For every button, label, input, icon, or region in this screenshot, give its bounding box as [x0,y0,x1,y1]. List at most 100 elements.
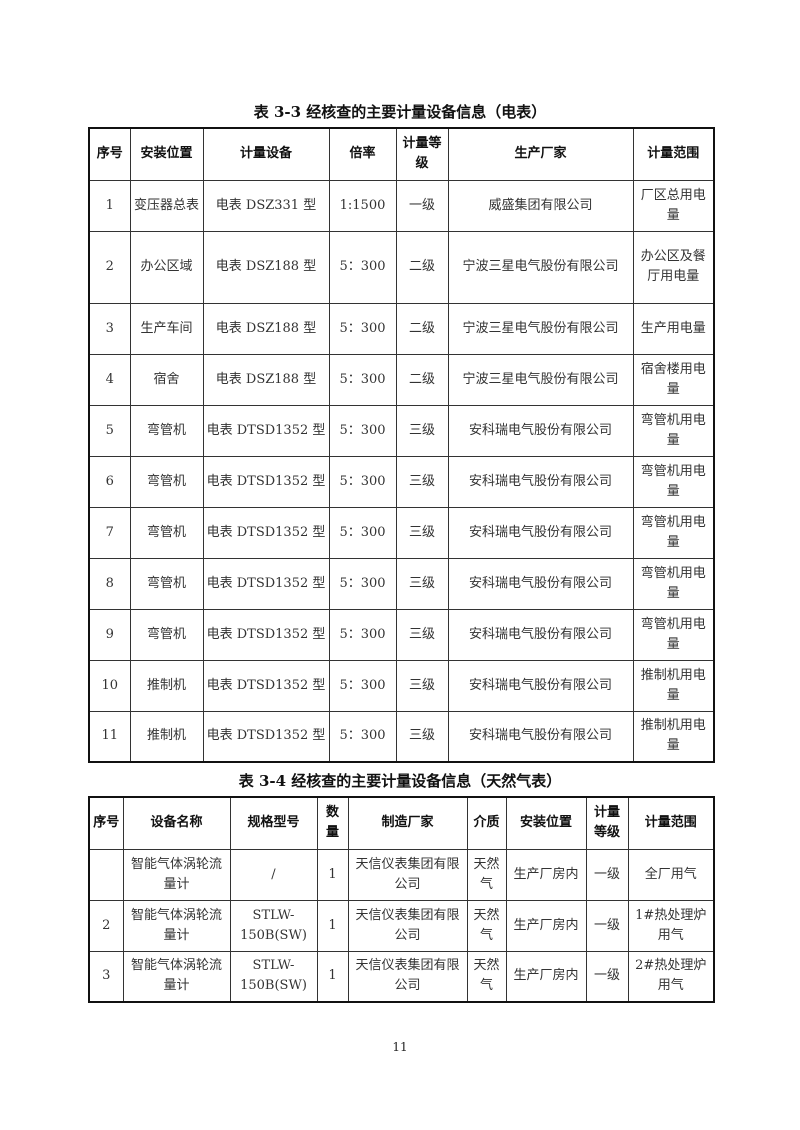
table-cell: 宁波三星电气股份有限公司 [447,353,634,406]
table-cell: 电表 DTSD1352 型 [202,557,330,610]
table-cell: 9 [88,608,131,661]
table-cell: 推制机 [129,659,204,712]
table-cell: 安科瑞电气股份有限公司 [447,557,634,610]
table-cell: 5：300 [328,608,397,661]
table-cell: 8 [88,557,131,610]
column-header: 计量范围 [627,796,715,850]
table-cell: 宿舍 [129,353,204,406]
table-cell: 电表 DSZ188 型 [202,353,330,406]
table-row: 4 宿舍 电表 DSZ188 型 5：300 二级 宁波三星电气股份有限公司 宿舍楼用电量 [88,353,715,406]
table-cell: 三级 [395,659,449,712]
table-cell: 生产车间 [129,302,204,355]
table-cell: 一级 [395,179,449,232]
table-cell: 一级 [585,950,629,1003]
table-cell: 安科瑞电气股份有限公司 [447,455,634,508]
table-cell: 1 [316,899,349,952]
table-cell: 安科瑞电气股份有限公司 [447,404,634,457]
table-cell: 智能气体涡轮流量计 [122,950,231,1003]
table-row: 11 推制机 电表 DTSD1352 型 5：300 三级 安科瑞电气股份有限公司 推制机用… [88,710,715,763]
table-cell: 推制机用电量 [632,659,715,712]
table-cell [88,848,124,901]
table-cell: 变压器总表 [129,179,204,232]
table-cell: 天然气 [466,848,507,901]
table-cell: 办公区域 [129,230,204,304]
table-cell: 天信仪表集团有限公司 [347,899,468,952]
table-cell: 5：300 [328,710,397,763]
table-cell: 安科瑞电气股份有限公司 [447,710,634,763]
table-cell: 2 [88,230,131,304]
table-cell: 5：300 [328,302,397,355]
table-header-row: 序号 安装位置 计量设备 倍率 计量等级 生产厂家 计量范围 [88,127,715,181]
table-cell: 3 [88,302,131,355]
table-row: 2 办公区域 电表 DSZ188 型 5：300 二级 宁波三星电气股份有限公司 办公区及餐… [88,230,715,304]
column-header: 计量范围 [632,127,715,181]
column-header: 安装位置 [129,127,204,181]
table-cell: 电表 DTSD1352 型 [202,710,330,763]
table-cell: 推制机 [129,710,204,763]
column-header: 计量等级 [585,796,629,850]
page-number: 11 [392,1040,408,1054]
table-cell: STLW-150B(SW) [229,899,318,952]
table-cell: 1 [316,848,349,901]
table-cell: 三级 [395,404,449,457]
table-3-4-caption: 表 3-4 经核查的主要计量设备信息（天然气表） [238,772,562,790]
table-cell: 弯管机用电量 [632,506,715,559]
table-cell: 三级 [395,710,449,763]
table-cell: 安科瑞电气股份有限公司 [447,506,634,559]
column-header: 安装位置 [505,796,587,850]
table-cell: 宁波三星电气股份有限公司 [447,230,634,304]
table-cell: 二级 [395,230,449,304]
table-cell: 弯管机 [129,557,204,610]
table-cell: 生产用电量 [632,302,715,355]
column-header: 制造厂家 [347,796,468,850]
table-cell: 弯管机 [129,455,204,508]
table-cell: 推制机用电量 [632,710,715,763]
table-row: 5 弯管机 电表 DTSD1352 型 5：300 三级 安科瑞电气股份有限公司 弯管机用电… [88,404,715,457]
column-header: 数量 [316,796,349,850]
table-cell: 弯管机用电量 [632,455,715,508]
column-header: 序号 [88,796,124,850]
table-cell: 弯管机 [129,404,204,457]
table-cell: 智能气体涡轮流量计 [122,848,231,901]
table-cell: 7 [88,506,131,559]
table-cell: 5 [88,404,131,457]
table-cell: 全厂用气 [627,848,715,901]
table-cell: 三级 [395,506,449,559]
table-row: 智能气体涡轮流量计/1 天信仪表集团有限公司 天然气 生产厂房内 一级 全厂用气 [88,848,715,901]
table-cell: 安科瑞电气股份有限公司 [447,608,634,661]
column-header: 规格型号 [229,796,318,850]
table-cell: 电表 DTSD1352 型 [202,455,330,508]
column-header: 介质 [466,796,507,850]
table-cell: 1:1500 [328,179,397,232]
table-cell: 2 [88,899,124,952]
table-cell: 天然气 [466,899,507,952]
table-cell: 5：300 [328,455,397,508]
table-cell: 弯管机 [129,506,204,559]
table-cell: 宿舍楼用电量 [632,353,715,406]
table-cell: 5：300 [328,353,397,406]
table-cell: 弯管机用电量 [632,608,715,661]
table-cell: 威盛集团有限公司 [447,179,634,232]
table-cell: 电表 DTSD1352 型 [202,404,330,457]
table-cell: 天信仪表集团有限公司 [347,848,468,901]
table-cell: 弯管机用电量 [632,404,715,457]
table-cell: 电表 DSZ331 型 [202,179,330,232]
table-cell: 电表 DSZ188 型 [202,302,330,355]
table-cell: 电表 DTSD1352 型 [202,608,330,661]
column-header: 计量等级 [395,127,449,181]
table-cell: 二级 [395,302,449,355]
table-cell: 电表 DSZ188 型 [202,230,330,304]
table-cell: 5：300 [328,404,397,457]
gas-meter-table: 序号 设备名称 规格型号 数量 制造厂家 介质 安装位置 计量等级 计量范围 智能气体涡轮流量计… [88,796,715,1003]
table-row: 3 智能气体涡轮流量计 STLW-150B(SW) 1 天信仪表集团有限公司 天然气 生产厂… [88,950,715,1003]
table-cell: 1 [316,950,349,1003]
table-header-row: 序号 设备名称 规格型号 数量 制造厂家 介质 安装位置 计量等级 计量范围 [88,796,715,850]
table-row: 7 弯管机 电表 DTSD1352 型 5：300 三级 安科瑞电气股份有限公司 弯管机用电… [88,506,715,559]
table-cell: 5：300 [328,506,397,559]
table-cell: 二级 [395,353,449,406]
table-cell: 1#热处理炉用气 [627,899,715,952]
table-cell: 三级 [395,455,449,508]
column-header: 生产厂家 [447,127,634,181]
table-row: 3 生产车间 电表 DSZ188 型 5：300 二级 宁波三星电气股份有限公司 生产用电量 [88,302,715,355]
table-cell: 5：300 [328,230,397,304]
